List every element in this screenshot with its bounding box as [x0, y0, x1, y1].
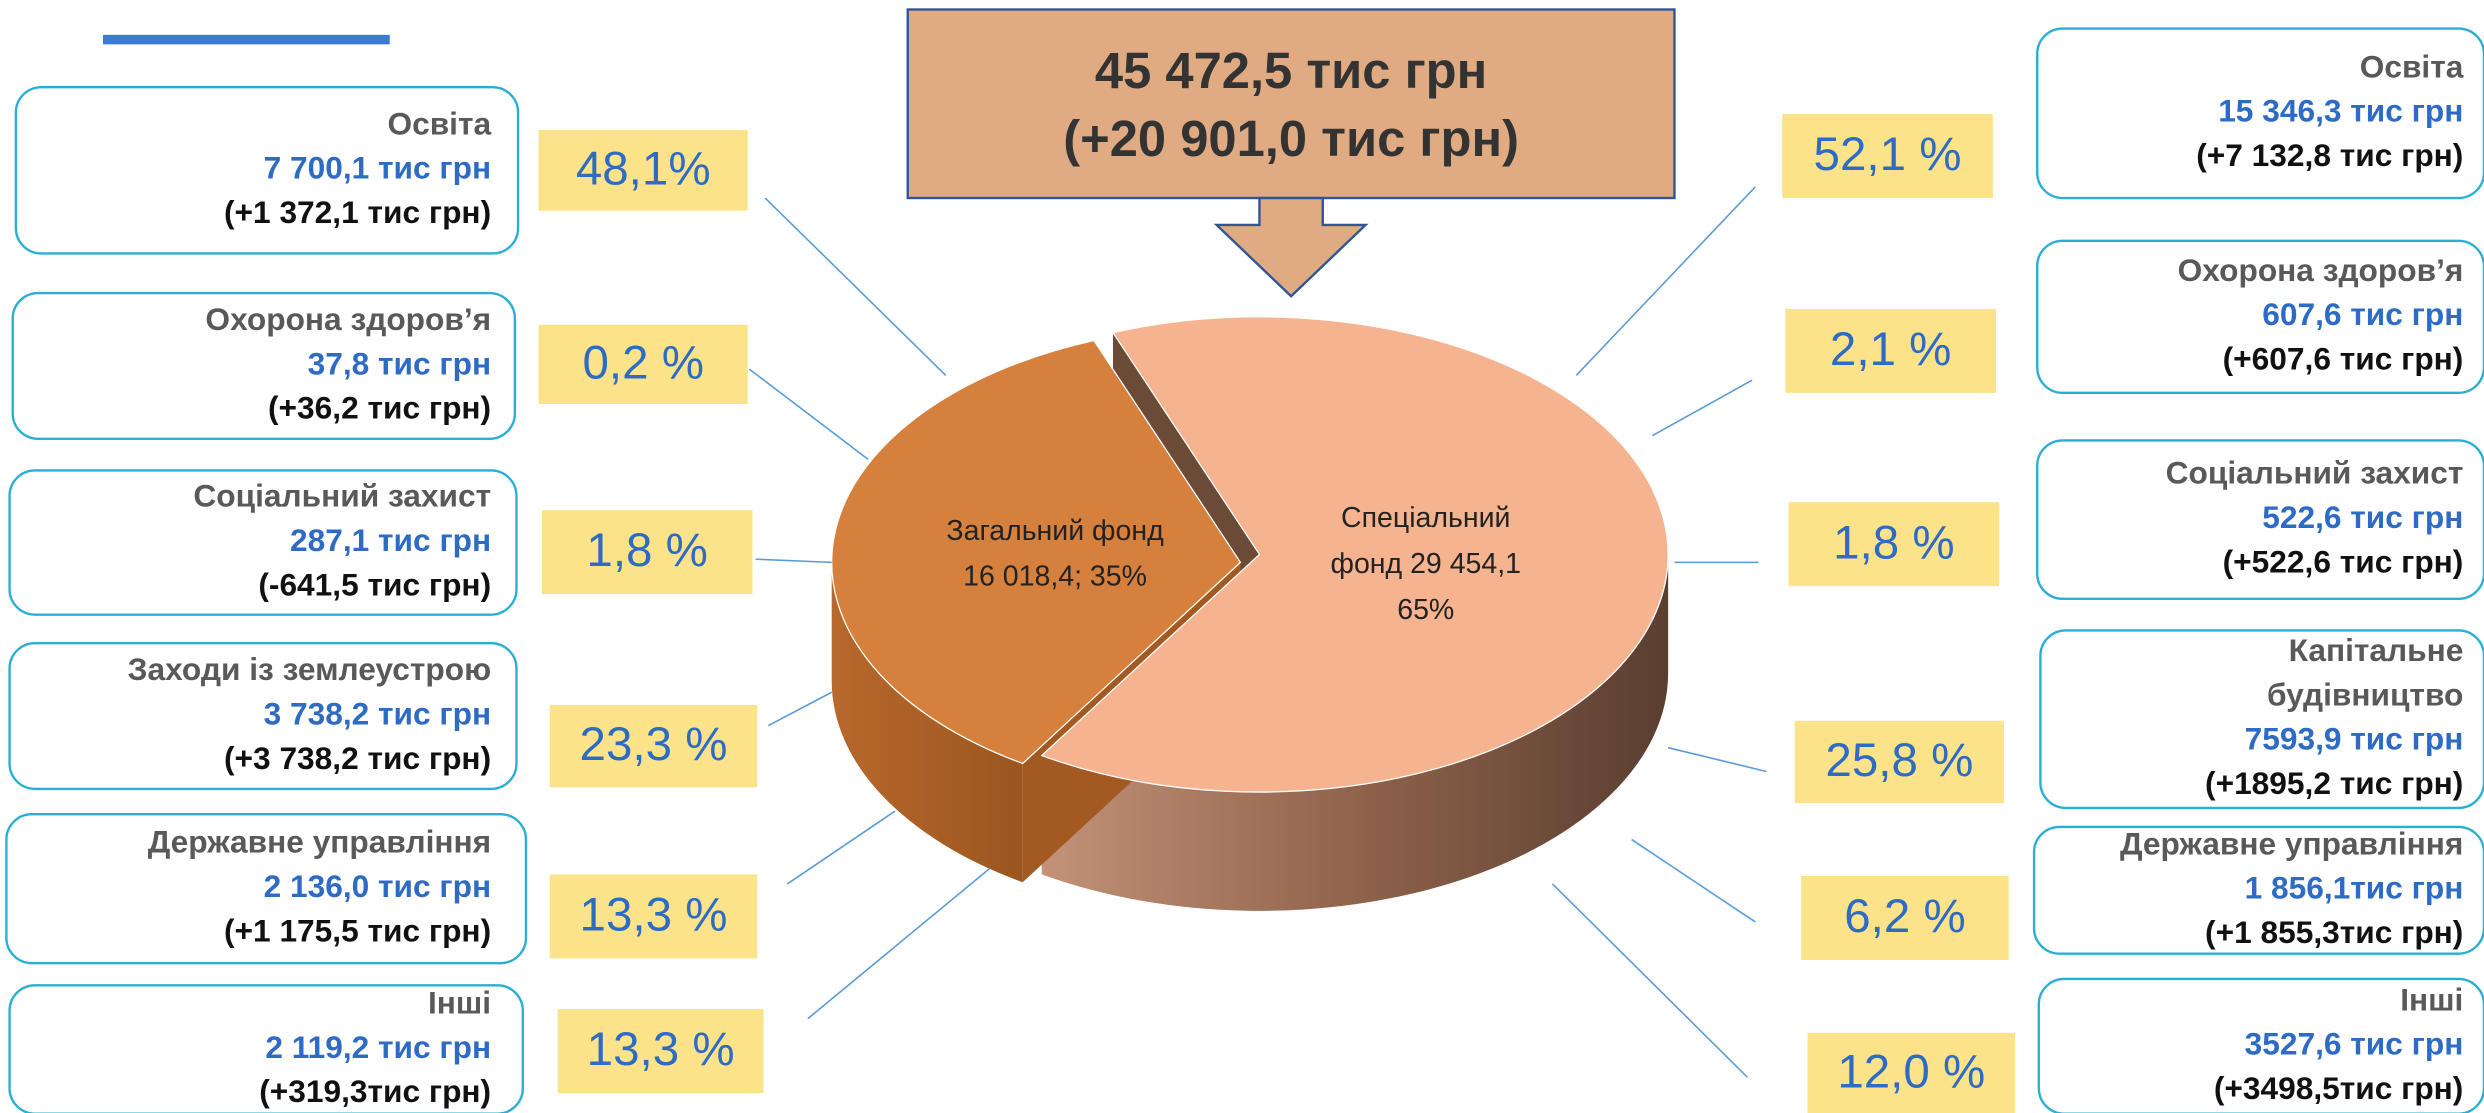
item-change: (+3498,5тис грн) [2214, 1070, 2464, 1106]
item-name: Державне управління [148, 824, 491, 860]
item-box [8, 984, 524, 1113]
item-name: Соціальний захист [2166, 455, 2464, 491]
connector [1551, 883, 1748, 1078]
pie-wall [1041, 554, 1669, 911]
share: 2,1 % [1830, 323, 1952, 376]
total-change: (+20 901,0 тис грн) [1063, 110, 1519, 167]
connector [748, 368, 869, 461]
item-change: (+1 855,3тис грн) [2205, 914, 2463, 950]
item-amount: 37,8 тис грн [308, 345, 492, 381]
pie-slice [831, 339, 1242, 765]
item-name: Державне управління [2120, 825, 2463, 861]
items: 48,1% Освіта 7 700,1 тис грн (+1 372,1 тис … [5, 27, 2484, 1113]
item-amount: 607,6 тис грн [2262, 296, 2463, 332]
share-box [1788, 502, 2000, 587]
connector [755, 558, 832, 564]
item-amount: 1 856,1тис грн [2245, 870, 2464, 906]
item-change: (+7 132,8 тис грн) [2196, 137, 2463, 173]
item-amount: 3527,6 тис грн [2245, 1026, 2464, 1062]
share-box [549, 704, 758, 788]
item-name: Інші [428, 984, 491, 1020]
share: 6,2 % [1844, 890, 1966, 943]
item-change: (+36,2 тис грн) [268, 390, 491, 426]
item-name: Заходи із землеустрою [128, 651, 491, 687]
item-amount: 15 346,3 тис грн [2218, 93, 2463, 129]
share-box [538, 129, 748, 211]
item-amount: 3 738,2 тис грн [264, 695, 492, 731]
accent-bar [103, 34, 390, 45]
item-box [5, 813, 528, 965]
share: 12,0 % [1837, 1045, 1985, 1098]
share-box [538, 324, 748, 404]
item-name: Охорона здоров’я [2178, 252, 2464, 288]
connector [1631, 838, 1756, 923]
share-box [541, 510, 753, 595]
connector [1651, 379, 1753, 437]
arrow [1213, 196, 1369, 298]
item-change: (+1 175,5 тис грн) [224, 912, 491, 948]
slice-label: 65% [1397, 594, 1454, 626]
item-box [14, 85, 520, 255]
connector [1667, 746, 1767, 773]
item-amount: 7 700,1 тис грн [264, 150, 492, 186]
connector [1575, 186, 1756, 376]
item-name: Інші [2400, 981, 2463, 1017]
item-name: Освіта [2360, 48, 2464, 84]
item-name: Освіта [387, 105, 491, 141]
pie: Загальний фонд 16 018,4; 35% Спеціальний фо… [831, 316, 1669, 911]
item-amount: 2 136,0 тис грн [264, 868, 492, 904]
item-change: (+1895,2 тис грн) [2205, 765, 2463, 801]
share-box [557, 1009, 764, 1094]
share: 1,8 % [1833, 516, 1955, 569]
share: 13,3 % [587, 1023, 735, 1076]
total-box [906, 8, 1676, 200]
item-change: (+3 738,2 тис грн) [224, 740, 491, 776]
share: 25,8 % [1825, 734, 1973, 787]
share: 13,3 % [580, 889, 728, 942]
share: 52,1 % [1814, 128, 1962, 181]
item-change: (-641,5 тис грн) [258, 566, 491, 602]
pie-wall [831, 562, 1023, 883]
share: 23,3 % [580, 718, 728, 771]
slice-label: Загальний фонд [946, 515, 1164, 547]
connector [764, 197, 947, 377]
slice-label: фонд 29 454,1 [1330, 548, 1521, 580]
share-box [549, 874, 758, 959]
item-name: Соціальний захист [193, 478, 491, 514]
pie-slice [1040, 316, 1669, 793]
slice-label: Спеціальний [1341, 502, 1510, 534]
item-change: (+319,3тис грн) [259, 1073, 491, 1109]
item-box [8, 469, 518, 616]
share: 0,2 % [582, 336, 704, 389]
item-box [8, 641, 518, 791]
share-box [1807, 1032, 2016, 1113]
share-box [1785, 308, 1997, 393]
share-box [1801, 876, 2009, 960]
slice-label: 16 018,4; 35% [963, 561, 1147, 593]
item-box [11, 291, 517, 440]
item-amount: 522,6 тис грн [2262, 499, 2463, 535]
item-amount: 2 119,2 тис грн [265, 1029, 491, 1065]
connector [786, 810, 896, 885]
item-name: будівництво [2267, 676, 2463, 712]
connector [767, 691, 833, 727]
share-box [1794, 720, 2004, 804]
total: 45 472,5 тис грн [1095, 42, 1487, 99]
item-amount: 7593,9 тис грн [2245, 721, 2464, 757]
item-change: (+522,6 тис грн) [2223, 543, 2464, 579]
item-name: Капітальне [2289, 632, 2464, 668]
item-change: (+1 372,1 тис грн) [224, 194, 491, 230]
share: 1,8 % [586, 524, 708, 577]
item-amount: 287,1 тис грн [290, 522, 491, 558]
connector [807, 867, 991, 1020]
share-box [1782, 114, 1993, 199]
share: 48,1% [576, 142, 711, 195]
item-name: Охорона здоров’я [205, 301, 491, 337]
item-change: (+607,6 тис грн) [2223, 341, 2464, 377]
